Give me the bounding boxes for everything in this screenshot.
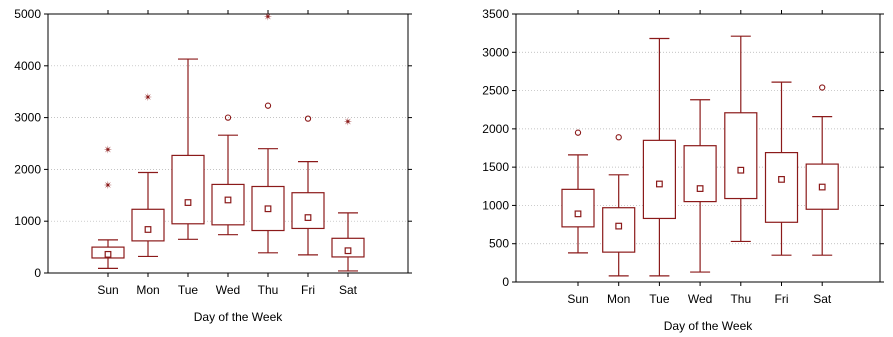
box-mon: ✴ xyxy=(131,91,165,258)
median-marker xyxy=(574,210,582,218)
box-sun: ✴✴ xyxy=(91,144,125,269)
x-tick-label-mon: Mon xyxy=(136,283,159,297)
x-tick-label-tue: Tue xyxy=(649,292,670,306)
y-tick-label: 3500 xyxy=(482,7,509,21)
x-tick-label-mon: Mon xyxy=(607,292,630,306)
box-iqr xyxy=(211,183,245,226)
x-tick-label-thu: Thu xyxy=(730,292,751,306)
box-iqr xyxy=(805,163,839,210)
box-fri xyxy=(291,115,325,256)
y-tick-label: 0 xyxy=(34,266,41,280)
median-marker xyxy=(224,196,232,204)
box-mon xyxy=(602,134,636,277)
box-sat xyxy=(805,84,839,256)
x-tick-label-tue: Tue xyxy=(178,283,199,297)
box-iqr xyxy=(764,151,799,223)
extreme-point: ✴ xyxy=(103,144,112,157)
y-tick-label: 3000 xyxy=(14,111,41,125)
box-iqr xyxy=(642,139,677,220)
median-marker xyxy=(737,166,745,174)
box-fri xyxy=(764,81,799,256)
y-tick-label: 3000 xyxy=(482,45,509,59)
x-tick-label-sat: Sat xyxy=(339,283,358,297)
y-tick-label: 0 xyxy=(502,275,509,289)
y-tick-label: 5000 xyxy=(14,7,41,21)
median-marker xyxy=(818,183,826,191)
y-tick-label: 2000 xyxy=(482,122,509,136)
plot-frame xyxy=(515,13,881,283)
y-tick-label: 2500 xyxy=(482,84,509,98)
box-iqr xyxy=(602,207,636,253)
box-iqr xyxy=(91,246,125,259)
chart-panel-2: 0 500 1000 1500 2000 2500 3000 3500 Sun Mon Tue Wed… xyxy=(482,7,884,333)
x-tick-label-sat: Sat xyxy=(813,292,832,306)
outlier-point xyxy=(304,115,312,122)
extreme-point: ✴ xyxy=(103,179,112,192)
box-iqr xyxy=(291,192,325,230)
x-tick-label-fri: Fri xyxy=(301,283,315,297)
box-iqr xyxy=(171,154,205,225)
box-sat: ✴ xyxy=(331,116,365,272)
x-tick-label-sun: Sun xyxy=(97,283,118,297)
outlier-point xyxy=(819,84,826,91)
box-tue xyxy=(171,58,205,240)
y-tick-label: 500 xyxy=(489,237,509,251)
median-marker xyxy=(615,222,623,230)
box-tue xyxy=(642,37,677,277)
outlier-point xyxy=(574,129,582,136)
y-tick-label: 1000 xyxy=(14,214,41,228)
box-thu: ✴ xyxy=(251,11,285,254)
y-tick-label: 4000 xyxy=(14,59,41,73)
median-marker xyxy=(655,180,663,188)
median-marker xyxy=(696,185,704,192)
box-iqr xyxy=(683,145,717,203)
x-tick-label-sun: Sun xyxy=(567,292,588,306)
median-marker xyxy=(184,199,192,206)
box-iqr xyxy=(724,112,758,200)
extreme-point: ✴ xyxy=(143,91,152,104)
median-marker xyxy=(104,250,112,258)
chart-panel-1: 0 1000 2000 3000 4000 5000 Sun Mon Tue Wed Thu Fri S… xyxy=(14,7,412,324)
x-axis-title: Day of the Week xyxy=(664,319,753,333)
x-tick-label-fri: Fri xyxy=(775,292,789,306)
median-marker xyxy=(778,175,785,183)
box-iqr xyxy=(561,188,595,228)
box-iqr xyxy=(131,208,165,242)
box-sun xyxy=(561,129,595,254)
outlier-point xyxy=(224,114,232,121)
x-axis-title: Day of the Week xyxy=(194,310,283,324)
x-tick-label-wed: Wed xyxy=(216,283,240,297)
box-thu xyxy=(724,35,758,243)
box-wed xyxy=(211,114,245,236)
median-marker xyxy=(144,226,152,233)
x-tick-label-wed: Wed xyxy=(688,292,712,306)
median-marker xyxy=(304,214,312,221)
outlier-point xyxy=(264,102,272,109)
y-tick-label: 1000 xyxy=(482,198,509,212)
median-marker xyxy=(264,205,272,213)
extreme-point: ✴ xyxy=(263,11,272,24)
x-tick-label-thu: Thu xyxy=(258,283,279,297)
median-marker xyxy=(344,247,352,255)
extreme-point: ✴ xyxy=(343,116,352,129)
y-tick-label: 2000 xyxy=(14,162,41,176)
y-tick-label: 1500 xyxy=(482,160,509,174)
box-wed xyxy=(683,99,717,273)
outlier-point xyxy=(615,134,622,141)
box-iqr xyxy=(251,185,285,232)
